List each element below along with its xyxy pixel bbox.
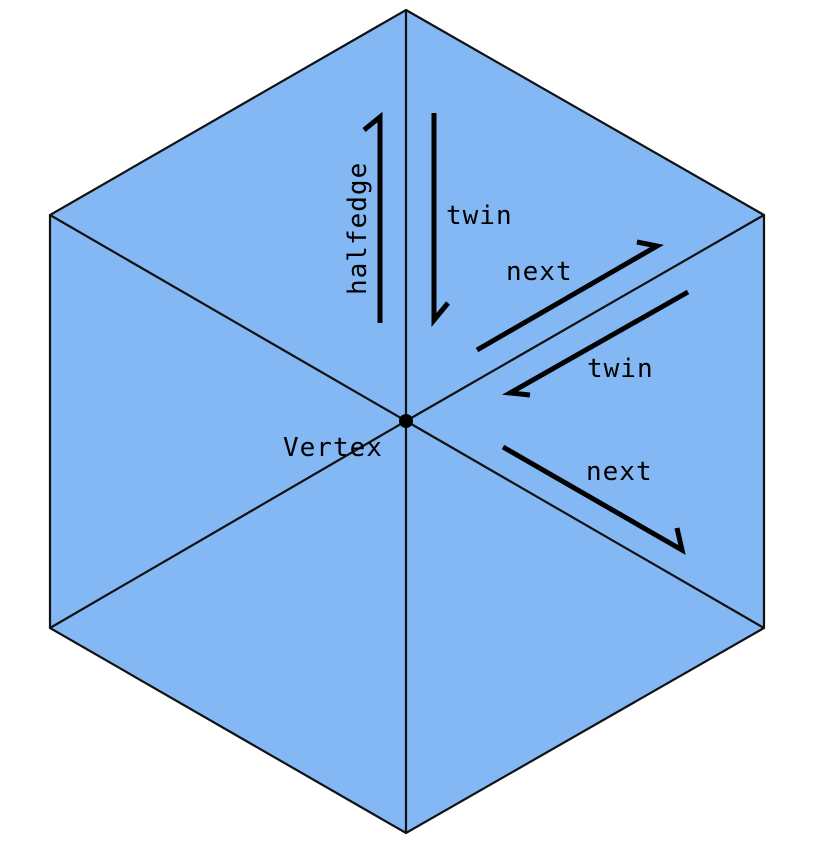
vertex-point [399, 414, 413, 428]
twin-label-right: twin [587, 354, 654, 384]
twin-label-top: twin [446, 201, 513, 231]
next-label-top: next [506, 257, 573, 287]
vertex-label: Vertex [283, 433, 383, 463]
halfedge-label: halfedge [343, 162, 373, 295]
halfedge-arrow [362, 111, 383, 323]
edge-top-right [405, 214, 765, 422]
edge-top-left [49, 214, 407, 422]
next-arrow-top [475, 239, 664, 353]
edge-bottom-right [405, 420, 765, 629]
twin-arrow-right [501, 289, 690, 398]
hexagon-outline [48, 8, 766, 835]
next-label-right: next [586, 457, 653, 487]
next-arrow-right [501, 444, 686, 556]
edge-bottom-left [49, 420, 407, 629]
halfedge-arrows [362, 111, 690, 556]
twin-arrow-top [431, 113, 450, 327]
